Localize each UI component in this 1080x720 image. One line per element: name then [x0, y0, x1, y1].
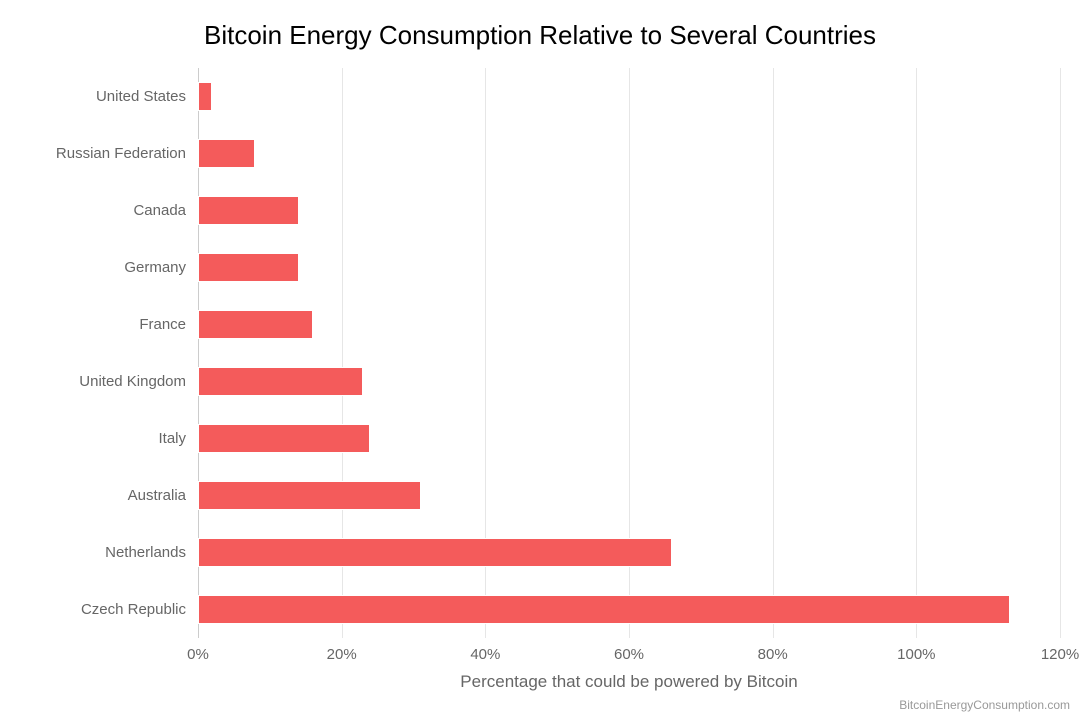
chart-container: Bitcoin Energy Consumption Relative to S…: [0, 0, 1080, 720]
x-tick-label: 60%: [614, 646, 644, 663]
y-tick-label: France: [0, 296, 186, 353]
y-tick-label: United Kingdom: [0, 353, 186, 410]
bar-row: [198, 595, 1060, 624]
bar[interactable]: [198, 82, 212, 111]
credit-text: BitcoinEnergyConsumption.com: [899, 698, 1070, 712]
y-tick-label: Germany: [0, 239, 186, 296]
y-tick-label: Australia: [0, 467, 186, 524]
y-tick-label: Czech Republic: [0, 581, 186, 638]
x-axis-title: Percentage that could be powered by Bitc…: [0, 672, 1080, 692]
bar-row: [198, 538, 1060, 567]
bar-row: [198, 82, 1060, 111]
bar[interactable]: [198, 139, 255, 168]
y-tick-label: Canada: [0, 182, 186, 239]
y-tick-label: Russian Federation: [0, 125, 186, 182]
x-tick-label: 20%: [327, 646, 357, 663]
bar[interactable]: [198, 367, 363, 396]
bar[interactable]: [198, 538, 672, 567]
bar[interactable]: [198, 481, 421, 510]
y-tick-label: United States: [0, 68, 186, 125]
bar[interactable]: [198, 253, 299, 282]
x-tick-label: 120%: [1041, 646, 1079, 663]
chart-title: Bitcoin Energy Consumption Relative to S…: [0, 20, 1080, 51]
bar[interactable]: [198, 595, 1010, 624]
plot-area: [198, 68, 1060, 638]
bar-row: [198, 367, 1060, 396]
bar[interactable]: [198, 424, 370, 453]
bar-row: [198, 481, 1060, 510]
bar-row: [198, 139, 1060, 168]
x-tick-label: 100%: [897, 646, 935, 663]
bar-row: [198, 424, 1060, 453]
x-tick-label: 40%: [470, 646, 500, 663]
x-tick-label: 80%: [758, 646, 788, 663]
bar[interactable]: [198, 310, 313, 339]
x-tick-label: 0%: [187, 646, 209, 663]
bar-row: [198, 310, 1060, 339]
y-tick-label: Netherlands: [0, 524, 186, 581]
bar-row: [198, 253, 1060, 282]
grid-line: [1060, 68, 1061, 638]
bar-row: [198, 196, 1060, 225]
bar[interactable]: [198, 196, 299, 225]
y-tick-label: Italy: [0, 410, 186, 467]
